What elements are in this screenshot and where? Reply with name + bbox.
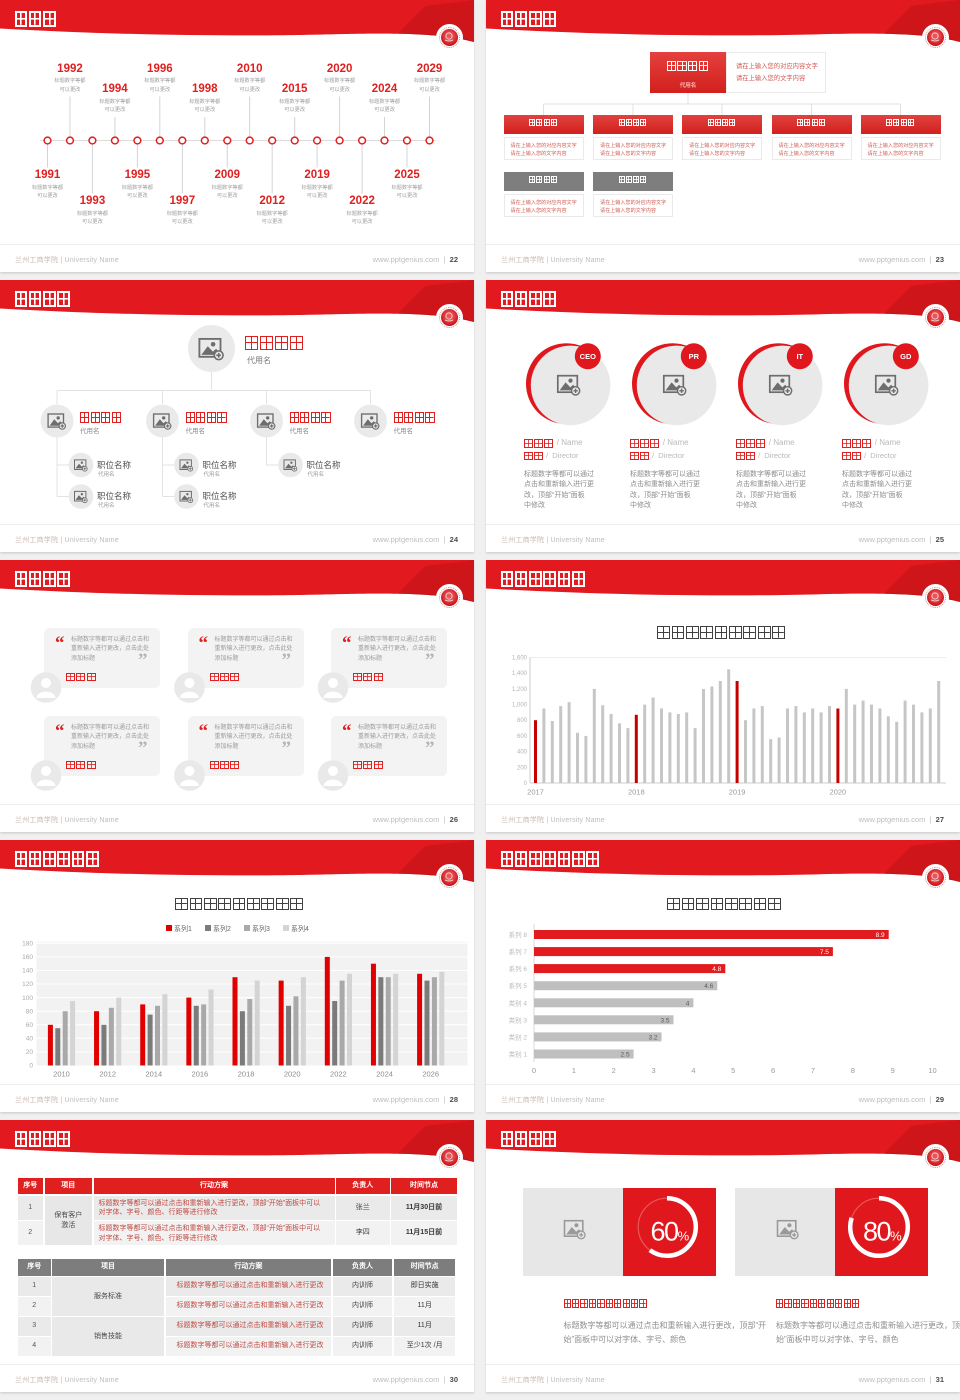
svg-text:200: 200 xyxy=(517,765,528,771)
svg-text:160: 160 xyxy=(22,954,33,961)
svg-text:600: 600 xyxy=(517,734,528,740)
svg-text:3.5: 3.5 xyxy=(660,1017,669,1024)
svg-text:120: 120 xyxy=(22,981,33,988)
svg-text:4: 4 xyxy=(691,1066,695,1075)
svg-text:2022: 2022 xyxy=(330,1070,347,1079)
svg-text:4.8: 4.8 xyxy=(712,966,721,973)
svg-text:1,400: 1,400 xyxy=(512,671,528,677)
svg-text:2: 2 xyxy=(612,1066,616,1075)
svg-text:40: 40 xyxy=(26,1036,34,1043)
svg-text:2017: 2017 xyxy=(527,787,544,796)
svg-text:60: 60 xyxy=(26,1022,34,1029)
svg-text:0: 0 xyxy=(29,1063,33,1070)
svg-text:5: 5 xyxy=(731,1066,735,1075)
svg-text:类别 1: 类别 1 xyxy=(509,1050,528,1059)
svg-text:系列 7: 系列 7 xyxy=(509,947,528,956)
svg-text:2010: 2010 xyxy=(53,1070,70,1079)
svg-text:9: 9 xyxy=(891,1066,895,1075)
svg-text:400: 400 xyxy=(517,750,528,756)
svg-text:2014: 2014 xyxy=(145,1070,162,1079)
svg-text:180: 180 xyxy=(22,941,33,948)
svg-text:系列4: 系列4 xyxy=(291,924,309,933)
svg-text:7.5: 7.5 xyxy=(820,949,829,956)
svg-text:140: 140 xyxy=(22,968,33,975)
svg-text:3: 3 xyxy=(652,1066,656,1075)
svg-text:类别 3: 类别 3 xyxy=(509,1015,528,1024)
svg-text:2020: 2020 xyxy=(830,787,847,796)
svg-text:3.2: 3.2 xyxy=(648,1034,657,1041)
svg-text:类别 2: 类别 2 xyxy=(509,1032,528,1041)
svg-text:2016: 2016 xyxy=(192,1070,209,1079)
svg-text:0: 0 xyxy=(532,1066,536,1075)
svg-text:0: 0 xyxy=(524,781,528,787)
svg-text:100: 100 xyxy=(22,995,33,1002)
svg-text:系列2: 系列2 xyxy=(213,924,231,933)
svg-text:2.5: 2.5 xyxy=(621,1052,630,1059)
svg-text:系列3: 系列3 xyxy=(252,924,270,933)
svg-text:1,200: 1,200 xyxy=(512,687,528,693)
svg-text:1,600: 1,600 xyxy=(512,656,528,662)
svg-text:20: 20 xyxy=(26,1049,34,1056)
svg-text:7: 7 xyxy=(811,1066,815,1075)
svg-text:类别 4: 类别 4 xyxy=(509,998,528,1007)
svg-text:系列 8: 系列 8 xyxy=(509,930,528,939)
svg-text:2018: 2018 xyxy=(238,1070,255,1079)
svg-text:2026: 2026 xyxy=(422,1070,439,1079)
svg-text:系列1: 系列1 xyxy=(174,924,192,933)
svg-text:10: 10 xyxy=(928,1066,936,1075)
svg-text:80: 80 xyxy=(26,1008,34,1015)
svg-text:6: 6 xyxy=(771,1066,775,1075)
svg-text:2018: 2018 xyxy=(628,787,645,796)
svg-text:800: 800 xyxy=(517,718,528,724)
svg-text:8.9: 8.9 xyxy=(876,932,885,939)
svg-text:1,000: 1,000 xyxy=(512,703,528,709)
svg-text:2019: 2019 xyxy=(729,787,746,796)
svg-text:2012: 2012 xyxy=(99,1070,116,1079)
svg-text:4.6: 4.6 xyxy=(704,983,713,990)
svg-text:4: 4 xyxy=(686,1000,690,1007)
svg-text:2020: 2020 xyxy=(284,1070,301,1079)
svg-text:1: 1 xyxy=(572,1066,576,1075)
svg-text:8: 8 xyxy=(851,1066,855,1075)
svg-text:2024: 2024 xyxy=(376,1070,393,1079)
svg-text:系列 5: 系列 5 xyxy=(509,981,528,990)
svg-text:系列 6: 系列 6 xyxy=(509,964,528,973)
